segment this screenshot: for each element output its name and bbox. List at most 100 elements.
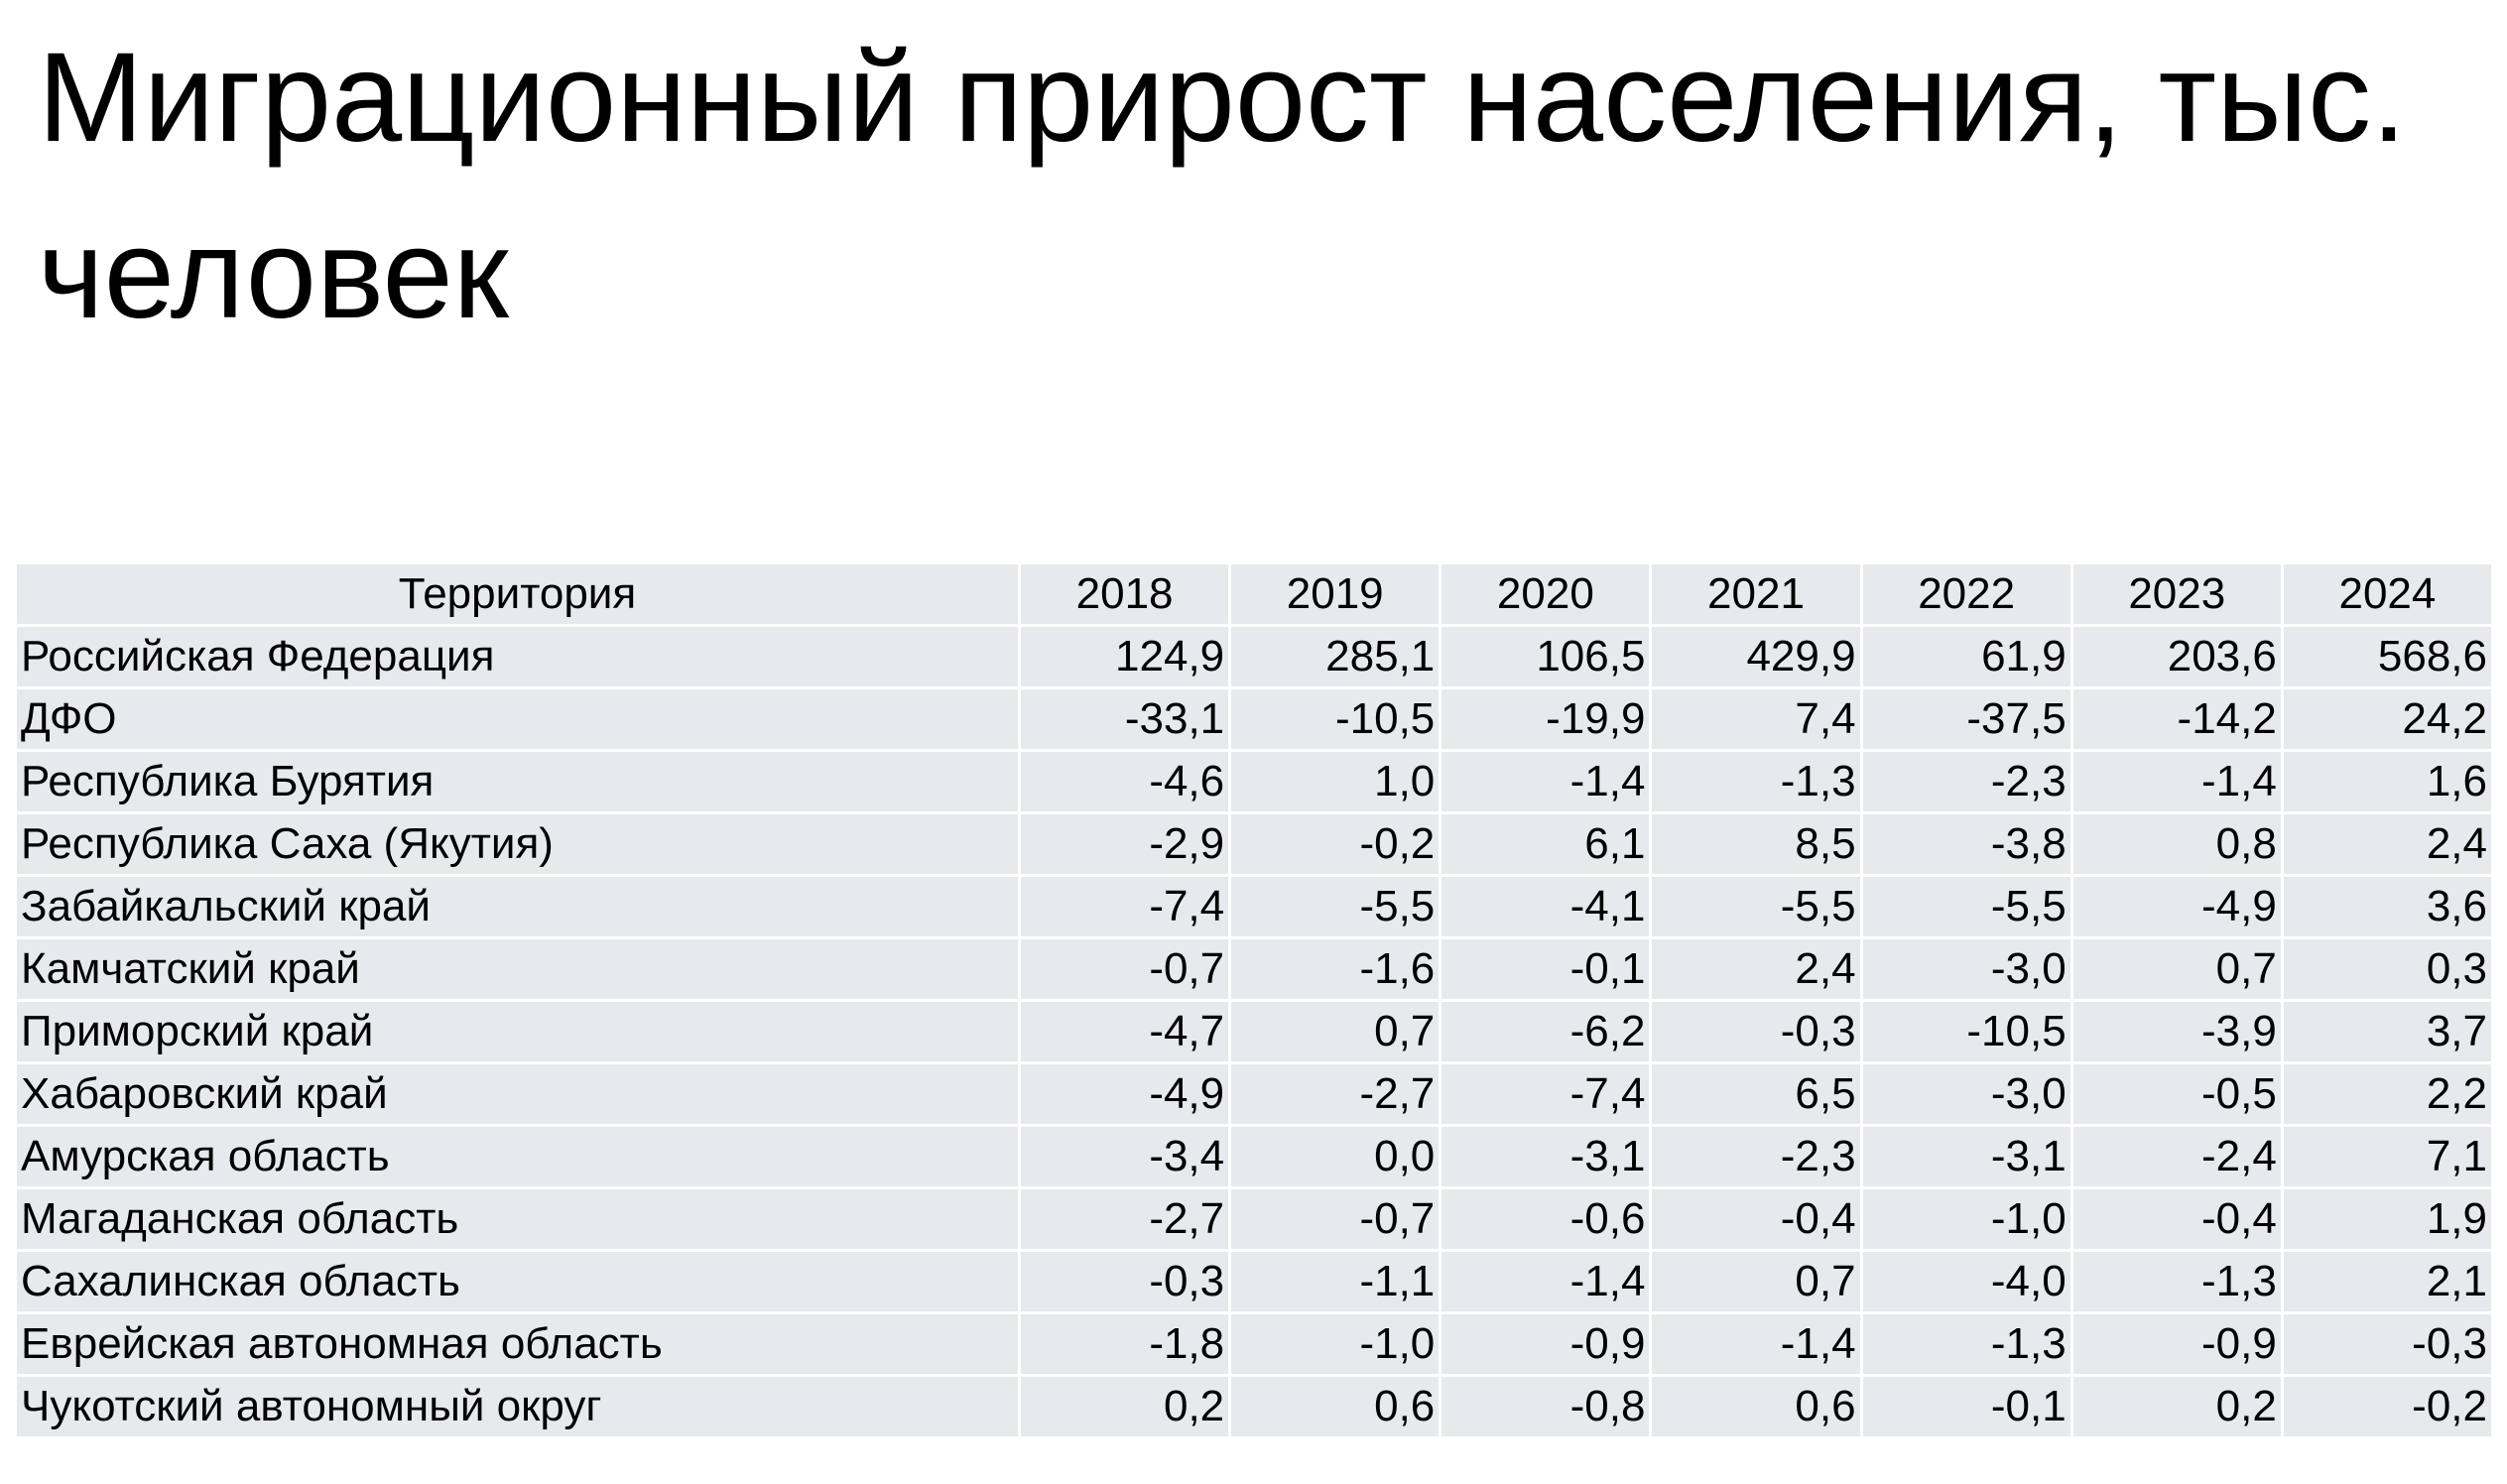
header-row: Территория 2018 2019 2020 2021 2022 2023 2024 [14, 561, 2495, 627]
value-cell: -0,2 [1228, 811, 1442, 877]
value-cell: 0,7 [1228, 999, 1442, 1064]
value-cell: -4,9 [1017, 1061, 1232, 1127]
table-row: Сахалинская область -0,3 -1,1 -1,4 0,7 -4,0 -1… [14, 1249, 2495, 1314]
value-cell: -2,7 [1228, 1061, 1442, 1127]
value-cell: 0,3 [2280, 936, 2495, 1002]
value-cell: -2,9 [1017, 811, 1232, 877]
value-cell: -7,4 [1017, 874, 1232, 939]
value-cell: 2,2 [2280, 1061, 2495, 1127]
territory-cell: Хабаровский край [14, 1061, 1021, 1127]
value-cell: 3,6 [2280, 874, 2495, 939]
value-cell: -3,0 [1859, 1061, 2073, 1127]
value-cell: -0,2 [2280, 1374, 2495, 1439]
value-cell: -5,5 [1859, 874, 2073, 939]
value-cell: 8,5 [1649, 811, 1863, 877]
value-cell: 0,6 [1228, 1374, 1442, 1439]
value-cell: -2,4 [2069, 1124, 2284, 1189]
value-cell: -7,4 [1439, 1061, 1653, 1127]
value-cell: -0,4 [1649, 1186, 1863, 1252]
value-cell: -4,6 [1017, 749, 1232, 814]
value-cell: -1,3 [1649, 749, 1863, 814]
value-cell: -0,1 [1859, 1374, 2073, 1439]
value-cell: 0,7 [2069, 936, 2284, 1002]
value-cell: 1,6 [2280, 749, 2495, 814]
value-cell: -0,8 [1439, 1374, 1653, 1439]
territory-cell: Республика Саха (Якутия) [14, 811, 1021, 877]
value-cell: -3,9 [2069, 999, 2284, 1064]
value-cell: -0,9 [1439, 1311, 1653, 1377]
value-cell: 2,4 [1649, 936, 1863, 1002]
value-cell: -0,3 [2280, 1311, 2495, 1377]
value-cell: 61,9 [1859, 624, 2073, 689]
title: Миграционный прирост населения, тыс. чел… [38, 27, 2407, 345]
value-cell: 0,2 [2069, 1374, 2284, 1439]
value-cell: -5,5 [1649, 874, 1863, 939]
territory-cell: Чукотский автономный округ [14, 1374, 1021, 1439]
value-cell: -2,3 [1859, 749, 2073, 814]
value-cell: -0,3 [1017, 1249, 1232, 1314]
header-cell: 2019 [1228, 561, 1442, 627]
value-cell: -0,1 [1439, 936, 1653, 1002]
territory-cell: Сахалинская область [14, 1249, 1021, 1314]
value-cell: -1,1 [1228, 1249, 1442, 1314]
value-cell: 429,9 [1649, 624, 1863, 689]
value-cell: 3,7 [2280, 999, 2495, 1064]
territory-cell: Камчатский край [14, 936, 1021, 1002]
value-cell: -4,7 [1017, 999, 1232, 1064]
table-row: Республика Саха (Якутия) -2,9 -0,2 6,1 8,5 -3… [14, 811, 2495, 877]
table-row: Чукотский автономный округ 0,2 0,6 -0,8 0,6-… [14, 1374, 2495, 1439]
value-cell: -1,6 [1228, 936, 1442, 1002]
header-cell: 2021 [1649, 561, 1863, 627]
value-cell: 7,1 [2280, 1124, 2495, 1189]
value-cell: -1,4 [1439, 749, 1653, 814]
value-cell: -6,2 [1439, 999, 1653, 1064]
value-cell: -2,7 [1017, 1186, 1232, 1252]
value-cell: -3,1 [1439, 1124, 1653, 1189]
value-cell: 24,2 [2280, 686, 2495, 752]
value-cell: -2,3 [1649, 1124, 1863, 1189]
value-cell: 6,5 [1649, 1061, 1863, 1127]
value-cell: -0,9 [2069, 1311, 2284, 1377]
value-cell: 2,4 [2280, 811, 2495, 877]
value-cell: -3,8 [1859, 811, 2073, 877]
value-cell: -3,1 [1859, 1124, 2073, 1189]
value-cell: -1,4 [1439, 1249, 1653, 1314]
table-row: Российская Федерация 124,9 285,1 106,5 429,9… [14, 624, 2495, 689]
value-cell: -4,0 [1859, 1249, 2073, 1314]
value-cell: -3,0 [1859, 936, 2073, 1002]
value-cell: 285,1 [1228, 624, 1442, 689]
table-row: Амурская область -3,4 0,0 -3,1 -2,3 -3,1 -2,4 7… [14, 1124, 2495, 1189]
header-cell: 2023 [2069, 561, 2284, 627]
table-row: Забайкальский край -7,4 -5,5 -4,1 -5,5 -5,5 -4… [14, 874, 2495, 939]
value-cell: -1,8 [1017, 1311, 1232, 1377]
value-cell: 0,0 [1228, 1124, 1442, 1189]
territory-cell: Российская Федерация [14, 624, 1021, 689]
value-cell: -0,3 [1649, 999, 1863, 1064]
value-cell: -5,5 [1228, 874, 1442, 939]
value-cell: -1,4 [1649, 1311, 1863, 1377]
value-cell: -14,2 [2069, 686, 2284, 752]
value-cell: -4,9 [2069, 874, 2284, 939]
value-cell: -0,4 [2069, 1186, 2284, 1252]
table-row: Приморский край -4,7 0,7 -6,2 -0,3 -10,5 -3,9 3… [14, 999, 2495, 1064]
value-cell: -4,1 [1439, 874, 1653, 939]
territory-cell: Еврейская автономная область [14, 1311, 1021, 1377]
value-cell: -3,4 [1017, 1124, 1232, 1189]
value-cell: 568,6 [2280, 624, 2495, 689]
territory-cell: Магаданская область [14, 1186, 1021, 1252]
value-cell: 7,4 [1649, 686, 1863, 752]
value-cell: -1,0 [1228, 1311, 1442, 1377]
value-cell: -1,4 [2069, 749, 2284, 814]
value-cell: 0,7 [1649, 1249, 1863, 1314]
table-row: Камчатский край -0,7 -1,6 -0,1 2,4 -3,0 0,7 0,3 [14, 936, 2495, 1002]
territory-cell: Республика Бурятия [14, 749, 1021, 814]
value-cell: -1,3 [2069, 1249, 2284, 1314]
value-cell: 0,8 [2069, 811, 2284, 877]
territory-cell: ДФО [14, 686, 1021, 752]
value-cell: 106,5 [1439, 624, 1653, 689]
territory-cell: Амурская область [14, 1124, 1021, 1189]
table-row: Республика Бурятия -4,6 1,0 -1,4 -1,3 -2,3 -1,… [14, 749, 2495, 814]
value-cell: -0,7 [1228, 1186, 1442, 1252]
data-table: Территория 2018 2019 2020 2021 2022 2023 2024 Р… [14, 561, 2495, 1439]
